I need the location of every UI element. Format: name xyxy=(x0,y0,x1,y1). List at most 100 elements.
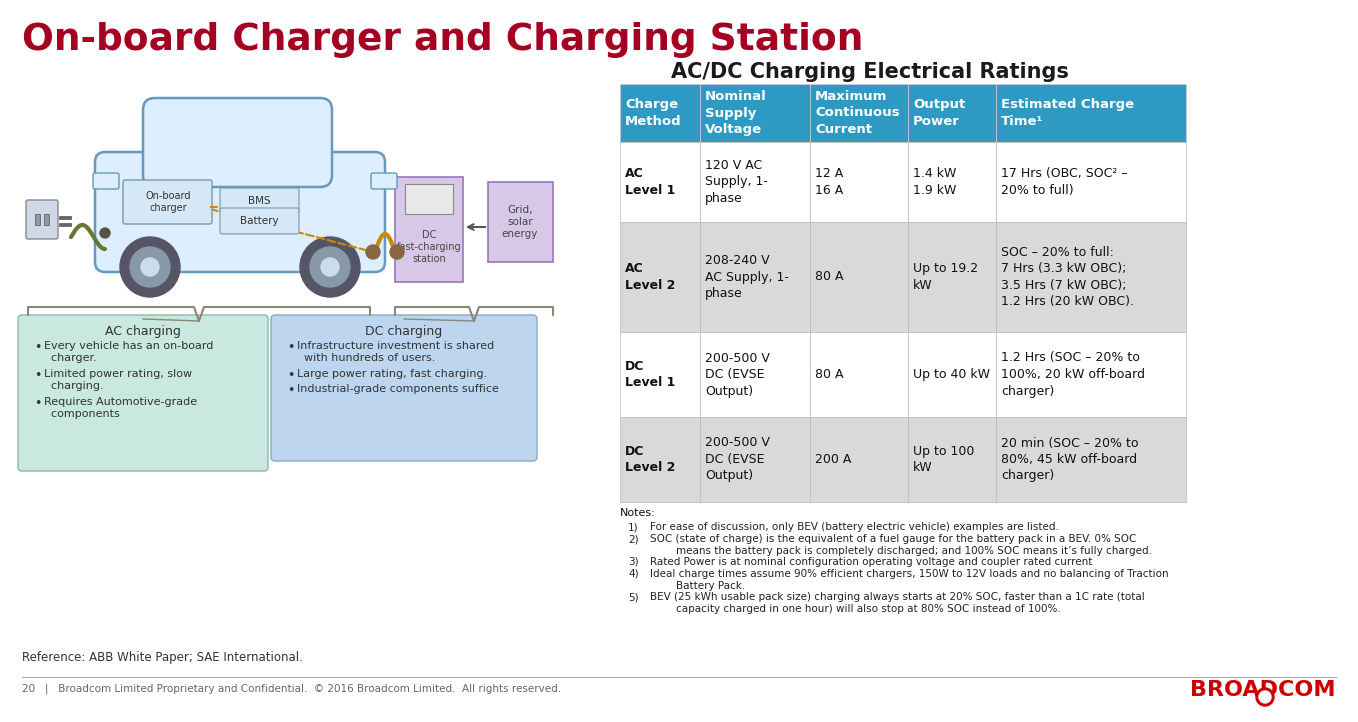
Text: AC/DC Charging Electrical Ratings: AC/DC Charging Electrical Ratings xyxy=(671,62,1069,82)
Bar xyxy=(699,417,809,502)
Circle shape xyxy=(320,258,340,276)
Text: Limited power rating, slow
  charging.: Limited power rating, slow charging. xyxy=(43,369,191,391)
Bar xyxy=(58,216,71,219)
Circle shape xyxy=(367,245,380,259)
Text: AC
Level 2: AC Level 2 xyxy=(625,262,675,292)
Text: BMS: BMS xyxy=(247,196,270,206)
Bar xyxy=(699,222,809,332)
FancyBboxPatch shape xyxy=(124,180,212,224)
Text: AC
Level 1: AC Level 1 xyxy=(625,168,675,197)
Bar xyxy=(58,223,71,226)
FancyBboxPatch shape xyxy=(26,200,58,239)
Bar xyxy=(809,84,909,142)
Circle shape xyxy=(141,258,159,276)
Text: Up to 100
kW: Up to 100 kW xyxy=(913,445,975,474)
Text: 20 min (SOC – 20% to
80%, 45 kW off-board
charger): 20 min (SOC – 20% to 80%, 45 kW off-boar… xyxy=(1001,437,1138,482)
Bar xyxy=(909,142,995,222)
Bar xyxy=(995,84,1186,142)
Bar xyxy=(909,222,995,332)
Text: DC
fast-charging
station: DC fast-charging station xyxy=(397,230,462,264)
Text: 200-500 V
DC (EVSE
Output): 200-500 V DC (EVSE Output) xyxy=(705,437,770,482)
Text: 208-240 V
AC Supply, 1-
phase: 208-240 V AC Supply, 1- phase xyxy=(705,254,789,300)
Text: BEV (25 kWh usable pack size) charging always starts at 20% SOC, faster than a 1: BEV (25 kWh usable pack size) charging a… xyxy=(650,592,1145,614)
Text: SOC – 20% to full:
7 Hrs (3.3 kW OBC);
3.5 Hrs (7 kW OBC);
1.2 Hrs (20 kW OBC).: SOC – 20% to full: 7 Hrs (3.3 kW OBC); 3… xyxy=(1001,245,1134,308)
Bar xyxy=(621,417,699,502)
Text: DC charging: DC charging xyxy=(365,325,443,338)
Bar xyxy=(809,222,909,332)
Text: Ideal charge times assume 90% efficient chargers, 150W to 12V loads and no balan: Ideal charge times assume 90% efficient … xyxy=(650,569,1169,591)
Text: •: • xyxy=(287,341,295,354)
Text: Large power rating, fast charging.: Large power rating, fast charging. xyxy=(297,369,488,379)
Bar xyxy=(809,142,909,222)
FancyBboxPatch shape xyxy=(220,188,299,214)
Text: On-board
charger: On-board charger xyxy=(145,191,190,213)
Text: Up to 19.2
kW: Up to 19.2 kW xyxy=(913,262,978,292)
FancyBboxPatch shape xyxy=(95,152,386,272)
Text: 4): 4) xyxy=(627,569,638,579)
Text: Infrastructure investment is shared
  with hundreds of users.: Infrastructure investment is shared with… xyxy=(297,341,494,363)
Text: DC
Level 1: DC Level 1 xyxy=(625,360,675,389)
Text: Up to 40 kW: Up to 40 kW xyxy=(913,368,990,381)
Text: For ease of discussion, only BEV (battery electric vehicle) examples are listed.: For ease of discussion, only BEV (batter… xyxy=(650,522,1059,532)
Text: On-board Charger and Charging Station: On-board Charger and Charging Station xyxy=(22,22,864,58)
Circle shape xyxy=(1256,688,1274,706)
Circle shape xyxy=(300,237,360,297)
Text: •: • xyxy=(287,384,295,397)
Text: 1): 1) xyxy=(627,522,638,532)
Circle shape xyxy=(130,247,170,287)
Text: Charge
Method: Charge Method xyxy=(625,98,682,128)
Circle shape xyxy=(390,245,403,259)
FancyBboxPatch shape xyxy=(395,177,463,282)
Text: •: • xyxy=(34,369,41,382)
Text: 120 V AC
Supply, 1-
phase: 120 V AC Supply, 1- phase xyxy=(705,159,767,205)
Text: 12 A
16 A: 12 A 16 A xyxy=(815,168,843,197)
Bar xyxy=(909,332,995,417)
Text: 1.2 Hrs (SOC – 20% to
100%, 20 kW off-board
charger): 1.2 Hrs (SOC – 20% to 100%, 20 kW off-bo… xyxy=(1001,352,1145,398)
Text: SOC (state of charge) is the equivalent of a fuel gauge for the battery pack in : SOC (state of charge) is the equivalent … xyxy=(650,534,1152,557)
Bar xyxy=(621,84,699,142)
Bar xyxy=(621,142,699,222)
Text: 1.4 kW
1.9 kW: 1.4 kW 1.9 kW xyxy=(913,168,956,197)
FancyBboxPatch shape xyxy=(488,182,553,262)
Text: Rated Power is at nominal configuration operating voltage and coupler rated curr: Rated Power is at nominal configuration … xyxy=(650,557,1092,567)
Circle shape xyxy=(310,247,350,287)
Text: Industrial-grade components suffice: Industrial-grade components suffice xyxy=(297,384,498,394)
Text: 200 A: 200 A xyxy=(815,453,851,466)
Text: 200-500 V
DC (EVSE
Output): 200-500 V DC (EVSE Output) xyxy=(705,352,770,398)
Bar xyxy=(405,184,454,214)
Circle shape xyxy=(1259,691,1271,703)
Bar xyxy=(35,214,39,225)
Bar xyxy=(995,332,1186,417)
Text: 3): 3) xyxy=(627,557,638,567)
FancyBboxPatch shape xyxy=(92,173,120,189)
FancyBboxPatch shape xyxy=(272,315,536,461)
Text: Estimated Charge
Time¹: Estimated Charge Time¹ xyxy=(1001,98,1134,128)
Bar xyxy=(995,222,1186,332)
Text: Grid,
solar
energy: Grid, solar energy xyxy=(502,205,538,238)
Bar xyxy=(621,332,699,417)
Bar xyxy=(809,332,909,417)
Text: 80 A: 80 A xyxy=(815,368,843,381)
FancyBboxPatch shape xyxy=(220,208,299,234)
FancyBboxPatch shape xyxy=(371,173,397,189)
Bar xyxy=(995,417,1186,502)
Text: 20   |   Broadcom Limited Proprietary and Confidential.  © 2016 Broadcom Limited: 20 | Broadcom Limited Proprietary and Co… xyxy=(22,684,561,695)
FancyBboxPatch shape xyxy=(18,315,268,471)
Text: 2): 2) xyxy=(627,534,638,544)
Text: Output
Power: Output Power xyxy=(913,98,966,128)
FancyBboxPatch shape xyxy=(143,98,331,187)
Circle shape xyxy=(100,228,110,238)
Text: Maximum
Continuous
Current: Maximum Continuous Current xyxy=(815,90,899,136)
Circle shape xyxy=(120,237,181,297)
Text: AC charging: AC charging xyxy=(105,325,181,338)
Text: Reference: ABB White Paper; SAE International.: Reference: ABB White Paper; SAE Internat… xyxy=(22,651,303,664)
Bar xyxy=(699,142,809,222)
Text: •: • xyxy=(34,341,41,354)
Text: BROADCOM: BROADCOM xyxy=(1191,680,1336,700)
Text: DC
Level 2: DC Level 2 xyxy=(625,445,675,474)
Bar xyxy=(699,84,809,142)
Bar xyxy=(995,142,1186,222)
Text: Battery: Battery xyxy=(240,216,278,226)
Text: •: • xyxy=(34,397,41,410)
Bar xyxy=(621,222,699,332)
